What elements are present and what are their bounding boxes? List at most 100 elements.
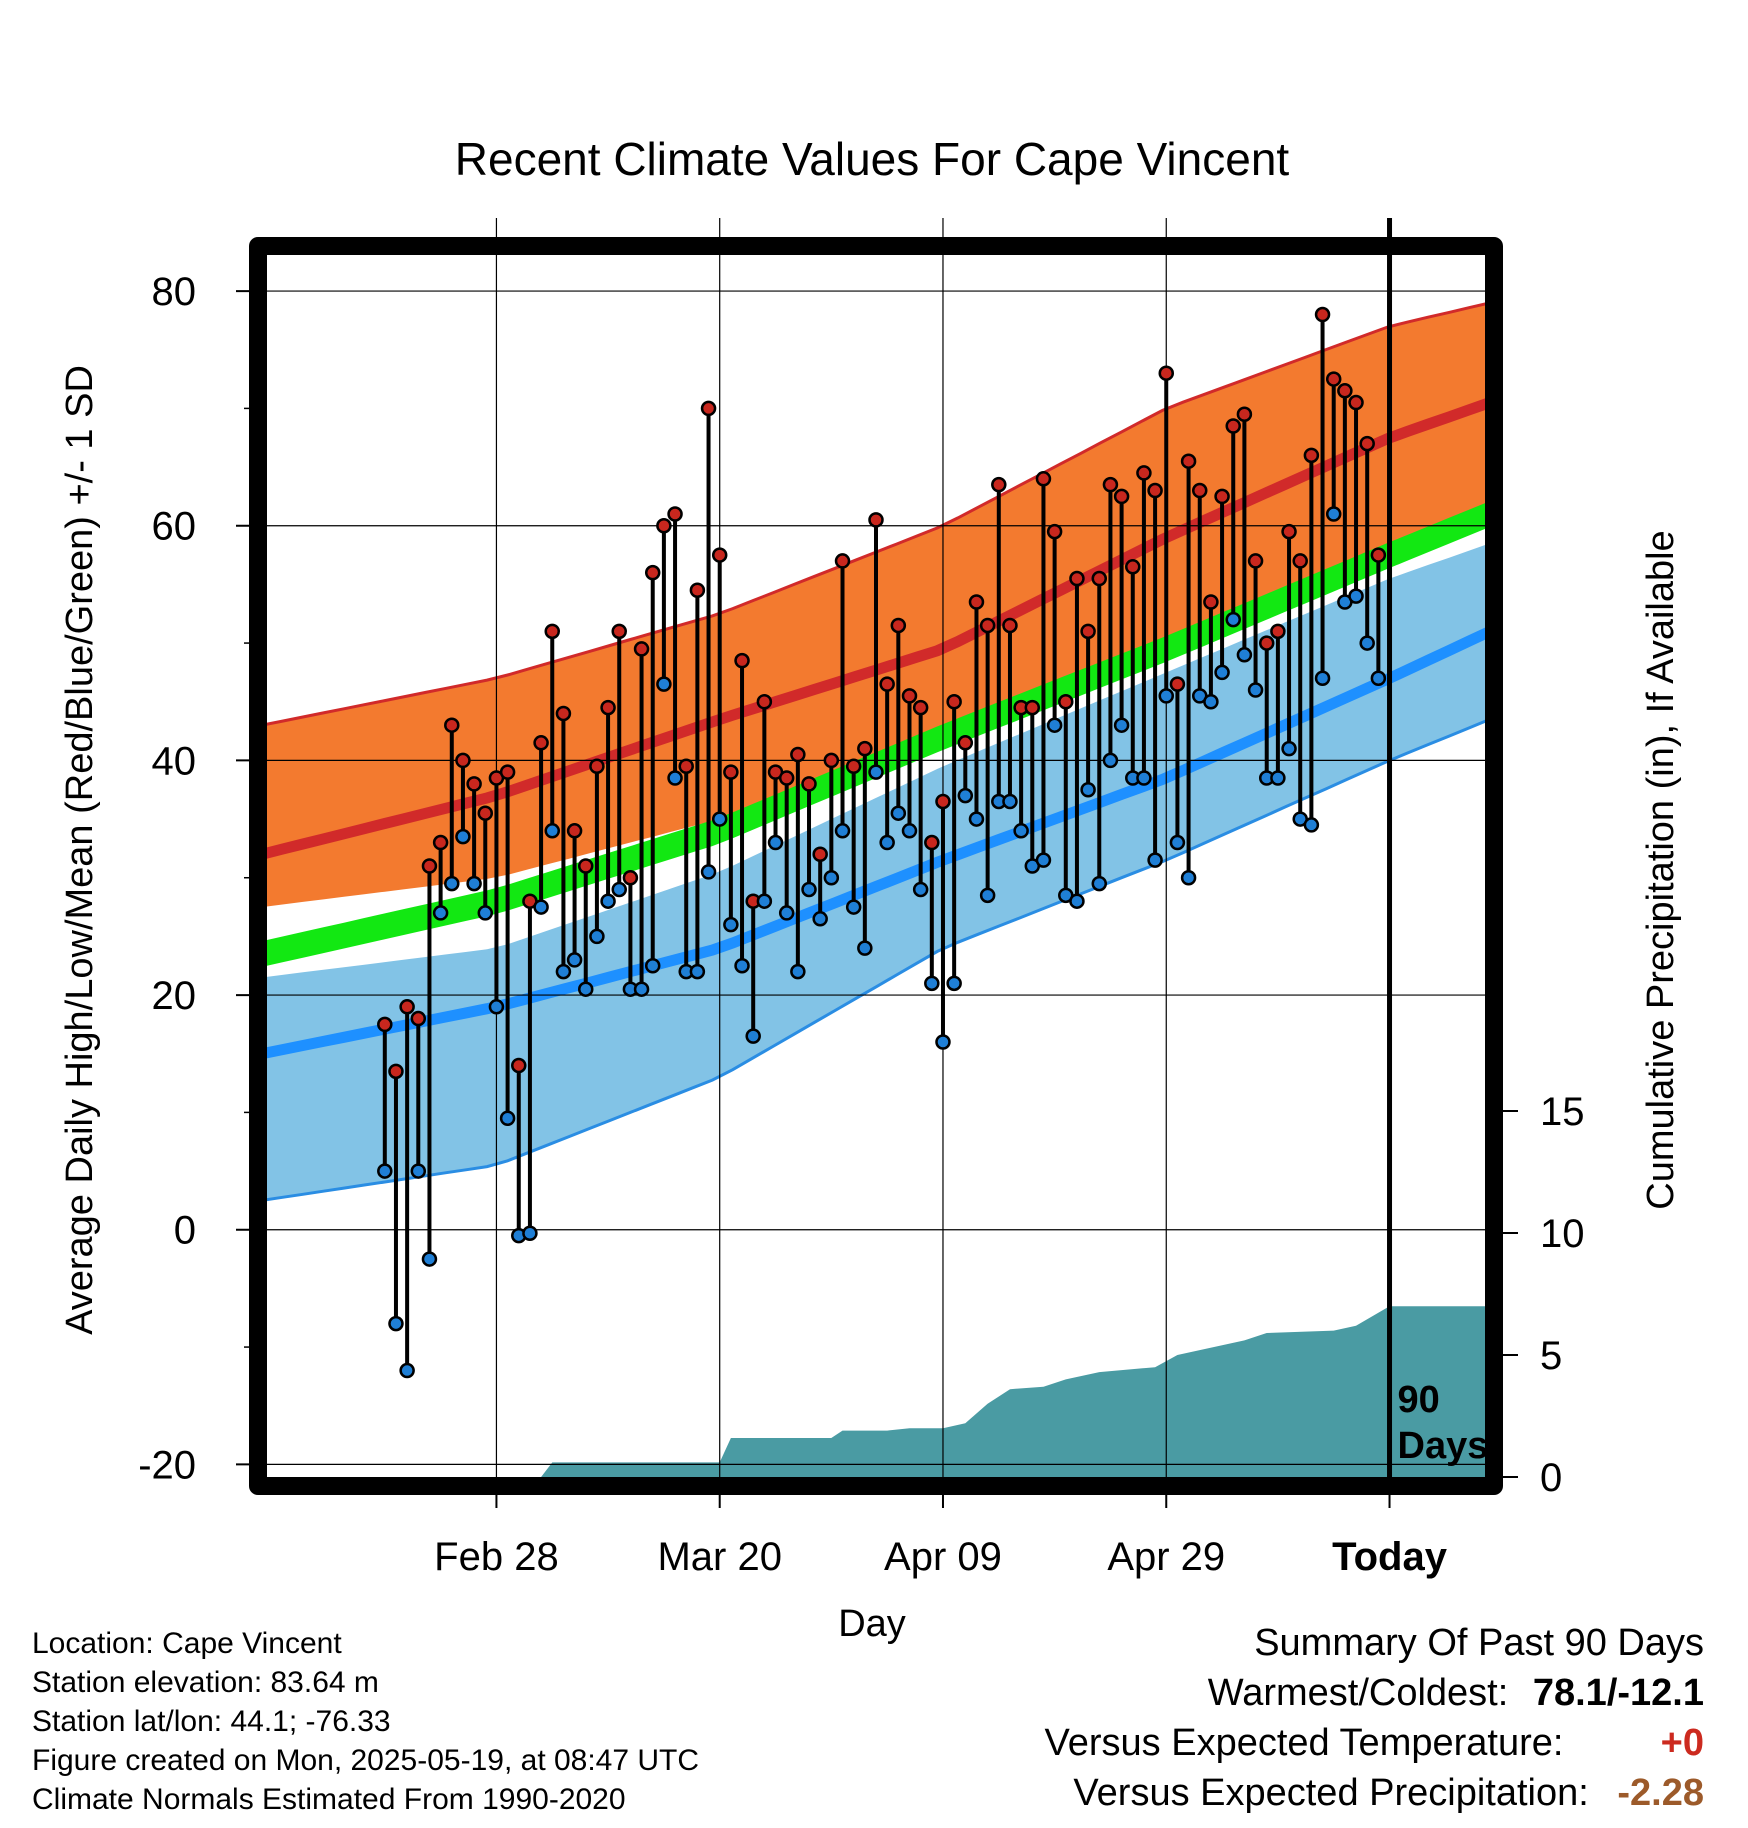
daily-low-point-0 [377,1163,393,1179]
y2-tick-label-5: 5 [1540,1334,1562,1378]
daily-high-point-51 [946,693,962,710]
daily-low-point-36 [778,905,795,921]
daily-high-point-37 [790,746,806,763]
summary-precip: Versus Expected Precipitation: -2.28 [1073,1772,1704,1815]
summary-warmest: Warmest/Coldest: 78.1/-12.1 [1208,1672,1704,1715]
daily-low-point-3 [410,1163,427,1179]
summary-temp-value: +0 [1660,1722,1704,1764]
daily-low-point-65 [1102,752,1119,769]
footer-elevation: Station elevation: 83.64 m [32,1666,379,1699]
daily-low-point-30 [711,811,728,827]
y-tick-label--20: -20 [138,1443,196,1487]
daily-low-point-88 [1359,635,1375,651]
daily-low-point-71 [1169,834,1186,851]
daily-low-point-47 [901,823,918,839]
summary-temp-label: Versus Expected Temperature: [1044,1722,1564,1764]
daily-high-point-26 [667,506,683,522]
daily-low-point-72 [1180,869,1197,886]
y2-axis-label: Cumulative Precipitation (in), If Availa… [1640,530,1682,1209]
daily-high-point-67 [1125,559,1141,575]
daily-low-point-41 [834,823,851,839]
daily-low-point-28 [689,963,706,980]
daily-high-point-27 [678,758,694,775]
daily-high-point-55 [991,476,1007,493]
low-sd-band [262,543,1490,1201]
daily-low-point-32 [734,957,750,974]
daily-low-point-20 [600,893,616,909]
daily-high-point-64 [1091,570,1108,587]
daily-high-point-84 [1314,306,1331,323]
daily-low-point-53 [968,811,985,827]
precip-area [262,1306,1490,1477]
x-tick-label-1: Mar 20 [657,1535,782,1579]
daily-high-point-24 [644,564,661,581]
daily-low-point-10 [488,999,505,1015]
summary-warmest-value: 78.1/-12.1 [1532,1672,1704,1714]
daily-low-point-51 [946,975,962,992]
daily-high-point-80 [1270,623,1286,640]
daily-high-point-8 [466,776,482,792]
daily-high-point-36 [778,770,795,786]
daily-low-point-68 [1136,770,1152,786]
daily-low-point-74 [1203,693,1219,710]
daily-high-point-43 [857,740,873,757]
daily-high-point-16 [555,705,572,722]
daily-low-point-43 [857,940,873,956]
daily-high-point-88 [1359,435,1375,452]
daily-high-point-68 [1136,465,1152,481]
today-label-line1: 90 [1398,1379,1440,1421]
daily-low-point-19 [589,928,605,945]
daily-low-point-34 [756,893,773,909]
daily-high-point-12 [511,1057,527,1074]
daily-low-point-16 [555,963,572,980]
daily-high-point-18 [577,858,594,874]
daily-high-point-45 [879,676,895,692]
daily-high-point-11 [499,764,516,780]
x-tick-label-0: Feb 28 [434,1535,559,1579]
daily-high-point-47 [901,688,918,704]
daily-low-point-45 [879,834,895,851]
daily-low-point-81 [1281,740,1297,757]
daily-high-point-62 [1069,570,1085,587]
daily-low-point-77 [1236,647,1253,663]
daily-high-point-61 [1058,693,1074,710]
daily-low-point-75 [1214,664,1230,681]
daily-low-point-54 [979,887,996,904]
daily-high-point-53 [968,594,985,610]
daily-low-point-15 [544,823,561,839]
daily-high-point-22 [622,869,639,886]
daily-low-point-23 [633,981,650,997]
daily-low-point-21 [611,881,627,898]
daily-low-point-33 [745,1028,761,1044]
daily-low-point-17 [566,952,583,968]
daily-high-point-39 [812,846,828,863]
daily-high-point-48 [912,699,929,716]
daily-low-point-1 [388,1315,404,1332]
daily-high-point-32 [734,652,750,669]
daily-high-point-52 [957,735,974,751]
y-tick-label-80: 80 [152,270,197,314]
daily-high-point-7 [455,752,471,769]
y2-tick-label-0: 0 [1540,1456,1562,1500]
daily-high-point-72 [1180,453,1197,469]
normal-low-line [262,626,1490,1060]
daily-high-point-34 [756,693,773,710]
daily-low-point-63 [1080,781,1096,798]
daily-low-point-85 [1325,506,1342,522]
daily-low-point-38 [801,881,817,898]
y-tick-label-40: 40 [152,739,197,783]
daily-low-point-80 [1270,770,1286,786]
x-tick-label-2: Apr 09 [884,1535,1002,1579]
daily-high-point-3 [410,1010,427,1027]
daily-low-point-25 [656,676,672,692]
daily-high-point-82 [1292,553,1308,569]
daily-high-point-1 [388,1063,404,1080]
y2-tick-label-15: 15 [1540,1090,1585,1134]
daily-high-point-74 [1203,594,1219,610]
daily-high-point-66 [1113,488,1130,505]
daily-low-point-48 [912,881,929,898]
y-tick-label-20: 20 [152,974,197,1018]
footer-created: Figure created on Mon, 2025-05-19, at 08… [32,1744,700,1777]
daily-high-point-73 [1191,482,1208,499]
